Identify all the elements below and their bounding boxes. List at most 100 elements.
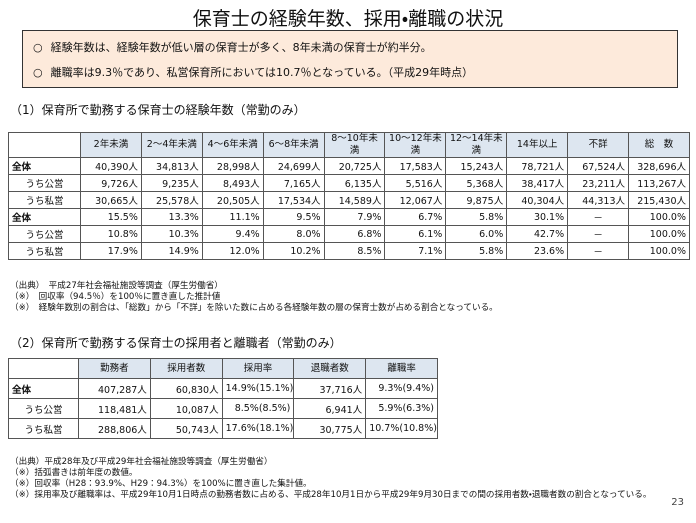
table-cell: 9,726人 bbox=[80, 174, 142, 192]
table-cell: 10.8% bbox=[80, 225, 142, 243]
table-cell: 6.0% bbox=[445, 225, 508, 243]
table-cell: 15.5% bbox=[80, 208, 142, 226]
row-label: うち私営 bbox=[8, 191, 81, 209]
column-header: 2年未満 bbox=[80, 132, 142, 158]
table-cell: 6,941人 bbox=[293, 398, 367, 419]
header-row: 2年未満 2～4年未満 4～6年未満 6～8年未満 8～10年未満 10～12年未満 12～… bbox=[8, 132, 690, 158]
table-cell: 12.0% bbox=[201, 242, 264, 260]
table-cell: 9.3%(9.4%) bbox=[365, 378, 438, 399]
row-label: うち私営 bbox=[8, 418, 79, 439]
table-cell: 100.0% bbox=[628, 242, 690, 260]
table-cell: 13.3% bbox=[140, 208, 203, 226]
column-header: 8～10年未満 bbox=[323, 132, 386, 158]
table-cell: 42.7% bbox=[506, 225, 569, 243]
table-cell: 6.7% bbox=[384, 208, 447, 226]
table-row: うち公営 118,481人 10,087人 8.5%(8.5%) 6,941人 5.9%(… bbox=[8, 398, 438, 419]
table-cell: 118,481人 bbox=[78, 398, 151, 419]
table-cell: 8.5%(8.5%) bbox=[221, 398, 295, 419]
corner-cell bbox=[8, 132, 81, 158]
table-row: うち公営 10.8% 10.3% 9.4% 8.0% 6.8% 6.1% 6.0% 42.7% －… bbox=[8, 225, 690, 243]
table-cell: 14.9%(15.1%) bbox=[221, 378, 295, 399]
table-cell: 17.9% bbox=[80, 242, 142, 260]
table-cell: － bbox=[567, 242, 630, 260]
table-cell: 11.1% bbox=[201, 208, 264, 226]
table-cell: 100.0% bbox=[628, 208, 690, 226]
table-cell: 10.7%(10.8%) bbox=[365, 418, 438, 439]
column-header: 退職者数 bbox=[293, 358, 367, 379]
table-cell: 9,875人 bbox=[445, 191, 508, 209]
table-row: 全体 40,390人 34,813人 28,998人 24,699人 20,725人 17,… bbox=[8, 157, 690, 175]
table-cell: 20,505人 bbox=[201, 191, 264, 209]
table-cell: 40,304人 bbox=[506, 191, 569, 209]
table-row: 全体 15.5% 13.3% 11.1% 9.5% 7.9% 6.7% 5.8% 30.1% － 1… bbox=[8, 208, 690, 226]
column-header: 12～14年未満 bbox=[445, 132, 508, 158]
column-header: 2～4年未満 bbox=[140, 132, 203, 158]
table-cell: 25,578人 bbox=[140, 191, 203, 209]
table-cell: 10.2% bbox=[262, 242, 325, 260]
column-header: 4～6年未満 bbox=[201, 132, 264, 158]
table-cell: 7.9% bbox=[323, 208, 386, 226]
table-cell: 30,775人 bbox=[293, 418, 367, 439]
table-cell: 17.6%(18.1%) bbox=[221, 418, 295, 439]
table-cell: 407,287人 bbox=[78, 378, 151, 399]
table-cell: 7,165人 bbox=[262, 174, 325, 192]
table-cell: 34,813人 bbox=[140, 157, 203, 175]
note: （※）採用率及び離職率は、平成29年10月1日時点の勤務者数に占める、平成28年… bbox=[10, 490, 652, 500]
notes: （出典） 平成27年社会福祉施設等調査（厚生労働省） （※） 回収率（94.5％）… bbox=[10, 281, 498, 314]
table-cell: 28,998人 bbox=[201, 157, 264, 175]
table-cell: 9.4% bbox=[201, 225, 264, 243]
table-cell: 50,743人 bbox=[149, 418, 223, 439]
column-header: 14年以上 bbox=[506, 132, 569, 158]
table-cell: 24,699人 bbox=[262, 157, 325, 175]
table-cell: 14.9% bbox=[140, 242, 203, 260]
table-cell: 6.8% bbox=[323, 225, 386, 243]
table-cell: 6,135人 bbox=[323, 174, 386, 192]
row-label: うち私営 bbox=[8, 242, 81, 260]
section-heading: （1）保育所で勤務する保育士の経験年数（常勤のみ） bbox=[10, 103, 306, 117]
table-cell: 5,516人 bbox=[384, 174, 447, 192]
table-cell: 20,725人 bbox=[323, 157, 386, 175]
section-heading: （2）保育所で勤務する保育士の採用者と離職者（常勤のみ） bbox=[10, 336, 342, 350]
table-row: 全体 407,287人 60,830人 14.9%(15.1%) 37,716人 9.3%… bbox=[8, 378, 438, 399]
table-cell: － bbox=[567, 225, 630, 243]
table-cell: 15,243人 bbox=[445, 157, 508, 175]
row-label: うち公営 bbox=[8, 174, 81, 192]
experience-table: 2年未満 2～4年未満 4～6年未満 6～8年未満 8～10年未満 10～12年未満 12～… bbox=[8, 132, 690, 260]
table-cell: 5.8% bbox=[445, 208, 508, 226]
note: （※） 経験年数別の割合は、「総数」から「不詳」を除いた数に占める各経験年数の層… bbox=[10, 303, 498, 313]
table-cell: 38,417人 bbox=[506, 174, 569, 192]
row-label: 全体 bbox=[8, 157, 81, 175]
table-cell: 215,430人 bbox=[628, 191, 690, 209]
table-cell: 8,493人 bbox=[201, 174, 264, 192]
row-label: 全体 bbox=[8, 208, 81, 226]
column-header: 離職率 bbox=[365, 358, 438, 379]
note: （出典）平成28年及び平成29年社会福祉施設等調査（厚生労働省） bbox=[10, 457, 273, 467]
column-header: 採用者数 bbox=[149, 358, 223, 379]
table-cell: 5,368人 bbox=[445, 174, 508, 192]
note: （※） 回収率（94.5％）を100％に置き直した推計値 bbox=[10, 292, 221, 302]
row-label: うち公営 bbox=[8, 398, 79, 419]
table-cell: 37,716人 bbox=[293, 378, 367, 399]
hiring-table: 勤務者 採用者数 採用率 退職者数 離職率 全体 407,287人 60,830人 14.9%(… bbox=[8, 358, 438, 439]
table-cell: 8.5% bbox=[323, 242, 386, 260]
table-cell: 23,211人 bbox=[567, 174, 630, 192]
table-cell: 12,067人 bbox=[384, 191, 447, 209]
table-cell: 17,534人 bbox=[262, 191, 325, 209]
summary-item: 経験年数は、経験年数が低い層の保育士が多く、8年未満の保育士が約半分。 bbox=[33, 35, 667, 60]
summary-box: 経験年数は、経験年数が低い層の保育士が多く、8年未満の保育士が約半分。 離職率は… bbox=[22, 30, 678, 88]
table-row: うち私営 17.9% 14.9% 12.0% 10.2% 8.5% 7.1% 5.8% 23.6… bbox=[8, 242, 690, 260]
table-cell: 14,589人 bbox=[323, 191, 386, 209]
table-cell: 328,696人 bbox=[628, 157, 690, 175]
column-header: 10～12年未満 bbox=[384, 132, 447, 158]
column-header: 6～8年未満 bbox=[262, 132, 325, 158]
table-cell: 30.1% bbox=[506, 208, 569, 226]
table-cell: 10.3% bbox=[140, 225, 203, 243]
page-number: 23 bbox=[671, 497, 684, 508]
notes: （出典）平成28年及び平成29年社会福祉施設等調査（厚生労働省） （※）括弧書きは… bbox=[10, 457, 651, 501]
header-row: 勤務者 採用者数 採用率 退職者数 離職率 bbox=[8, 358, 438, 379]
table-cell: 100.0% bbox=[628, 225, 690, 243]
table-cell: 8.0% bbox=[262, 225, 325, 243]
table-cell: 9,235人 bbox=[140, 174, 203, 192]
